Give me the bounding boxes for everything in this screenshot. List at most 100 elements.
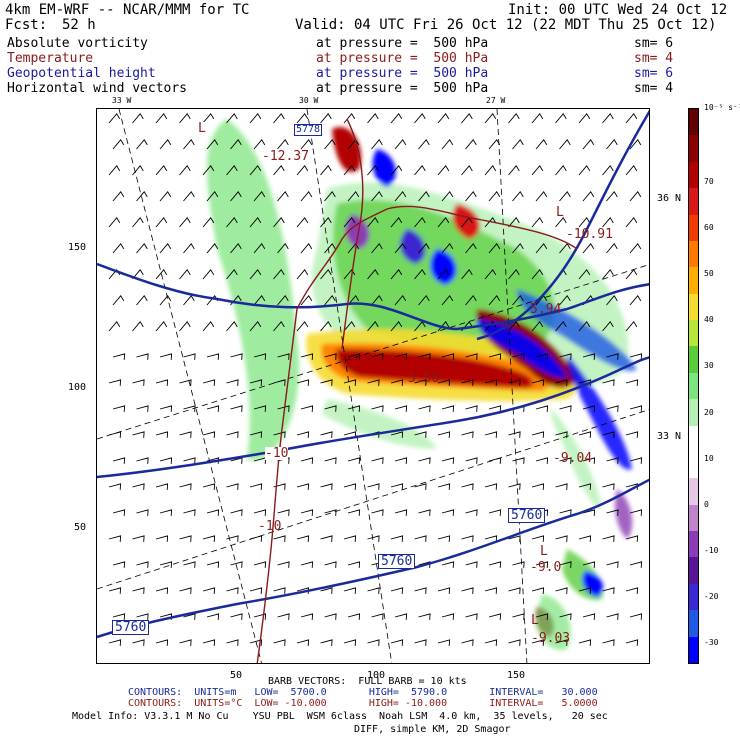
wind-barb bbox=[555, 217, 567, 228]
wind-barb bbox=[324, 243, 336, 254]
colorbar-swatch bbox=[689, 320, 698, 347]
wind-barb bbox=[343, 535, 357, 542]
wind-barb bbox=[484, 269, 497, 280]
wind-barb bbox=[155, 639, 169, 646]
height-contours bbox=[97, 109, 649, 639]
wind-barb bbox=[112, 191, 125, 202]
wind-barb bbox=[531, 113, 544, 124]
model-info: Model Info: V3.3.1 M No Cu YSU PBL WSM 6… bbox=[72, 711, 608, 722]
wind-barb bbox=[108, 431, 122, 438]
wind-barb bbox=[179, 269, 191, 280]
wind-barb bbox=[324, 295, 336, 306]
map-canvas bbox=[97, 109, 649, 663]
wind-barb bbox=[488, 405, 502, 412]
colorbar-tick-label: 40 bbox=[704, 315, 714, 325]
wind-barb bbox=[343, 269, 356, 280]
wind-barb bbox=[578, 483, 592, 490]
wind-barb bbox=[300, 353, 314, 360]
wind-barb bbox=[226, 639, 239, 646]
field-name: Horizontal wind vectors bbox=[7, 81, 188, 96]
wind-barb bbox=[606, 405, 619, 412]
wind-barb bbox=[296, 639, 310, 646]
wind-barb bbox=[277, 353, 290, 360]
colorbar-tick-label: 70 bbox=[704, 177, 714, 186]
wind-barb bbox=[465, 509, 478, 516]
wind-barb bbox=[183, 139, 195, 150]
wind-barb bbox=[155, 431, 169, 438]
wind-barb bbox=[112, 243, 125, 254]
wind-barb bbox=[320, 379, 333, 386]
wind-barb bbox=[202, 431, 216, 438]
wind-barb bbox=[394, 457, 408, 464]
wind-barb bbox=[488, 353, 502, 360]
wind-barb bbox=[206, 139, 219, 150]
wind-barb bbox=[441, 509, 455, 516]
wind-barb bbox=[343, 321, 356, 332]
wind-barb bbox=[108, 587, 122, 594]
wind-barb bbox=[512, 457, 525, 464]
colorbar-swatch bbox=[689, 531, 698, 558]
wind-barb bbox=[437, 217, 450, 228]
wind-barb bbox=[202, 165, 215, 176]
wind-barb bbox=[159, 405, 173, 412]
wind-barb bbox=[273, 269, 285, 280]
wind-barb bbox=[394, 243, 407, 254]
wind-barb bbox=[371, 613, 384, 620]
wind-barb bbox=[390, 269, 403, 280]
wind-barb bbox=[136, 405, 149, 412]
wind-barb bbox=[112, 457, 126, 464]
wind-barb bbox=[273, 587, 286, 594]
wind-barb bbox=[461, 587, 474, 594]
wind-barb bbox=[582, 353, 596, 360]
wind-barb bbox=[367, 483, 380, 490]
wind-barb bbox=[531, 639, 545, 646]
wind-barb bbox=[202, 535, 216, 542]
wind-barb bbox=[206, 561, 220, 568]
wind-barb bbox=[324, 353, 337, 360]
wind-barb bbox=[300, 295, 313, 306]
low-mark: L bbox=[531, 613, 539, 628]
wind-barb bbox=[508, 113, 520, 124]
wind-barb bbox=[582, 191, 595, 202]
wind-barb bbox=[155, 379, 169, 386]
vorticity-shading bbox=[207, 119, 637, 650]
wind-barb bbox=[602, 217, 614, 228]
wind-barb bbox=[625, 483, 639, 490]
wind-barb bbox=[202, 269, 215, 280]
wind-barb bbox=[112, 561, 126, 568]
wind-barb bbox=[394, 353, 408, 360]
wind-barb bbox=[578, 113, 591, 124]
wind-barb bbox=[155, 321, 168, 332]
wind-barb bbox=[179, 113, 191, 124]
wind-barb bbox=[390, 165, 403, 176]
wind-barb bbox=[202, 483, 216, 490]
wind-barb bbox=[488, 295, 501, 306]
wind-barb bbox=[484, 639, 498, 646]
wind-barb bbox=[555, 113, 567, 124]
height-label: 5760 bbox=[378, 554, 416, 569]
lon-label: 30 W bbox=[299, 96, 319, 105]
colorbar-tick-label: 50 bbox=[704, 269, 714, 279]
wind-barb bbox=[277, 139, 289, 150]
wind-barb bbox=[394, 295, 407, 306]
wind-barb bbox=[112, 295, 125, 306]
wind-barb bbox=[390, 379, 404, 386]
wind-barb bbox=[296, 535, 310, 542]
wind-barb bbox=[108, 113, 121, 124]
wind-barb bbox=[371, 191, 383, 202]
wind-barb bbox=[484, 535, 498, 542]
wind-barb bbox=[555, 587, 568, 594]
wind-barb bbox=[300, 613, 314, 620]
wind-barb bbox=[155, 217, 168, 228]
wind-barb bbox=[155, 269, 168, 280]
wind-barb bbox=[461, 165, 473, 176]
wind-barb bbox=[230, 191, 242, 202]
contour-info-temp: CONTOURS: UNITS=°C LOW= -10.000 HIGH= -1… bbox=[128, 698, 598, 709]
wind-barb bbox=[414, 165, 426, 176]
field-level: at pressure = 500 hPa bbox=[316, 81, 489, 96]
wind-barb bbox=[625, 639, 639, 646]
wind-barb bbox=[300, 243, 313, 254]
wind-barb bbox=[531, 535, 545, 542]
wind-barb bbox=[159, 139, 172, 150]
wind-barb bbox=[320, 587, 333, 594]
